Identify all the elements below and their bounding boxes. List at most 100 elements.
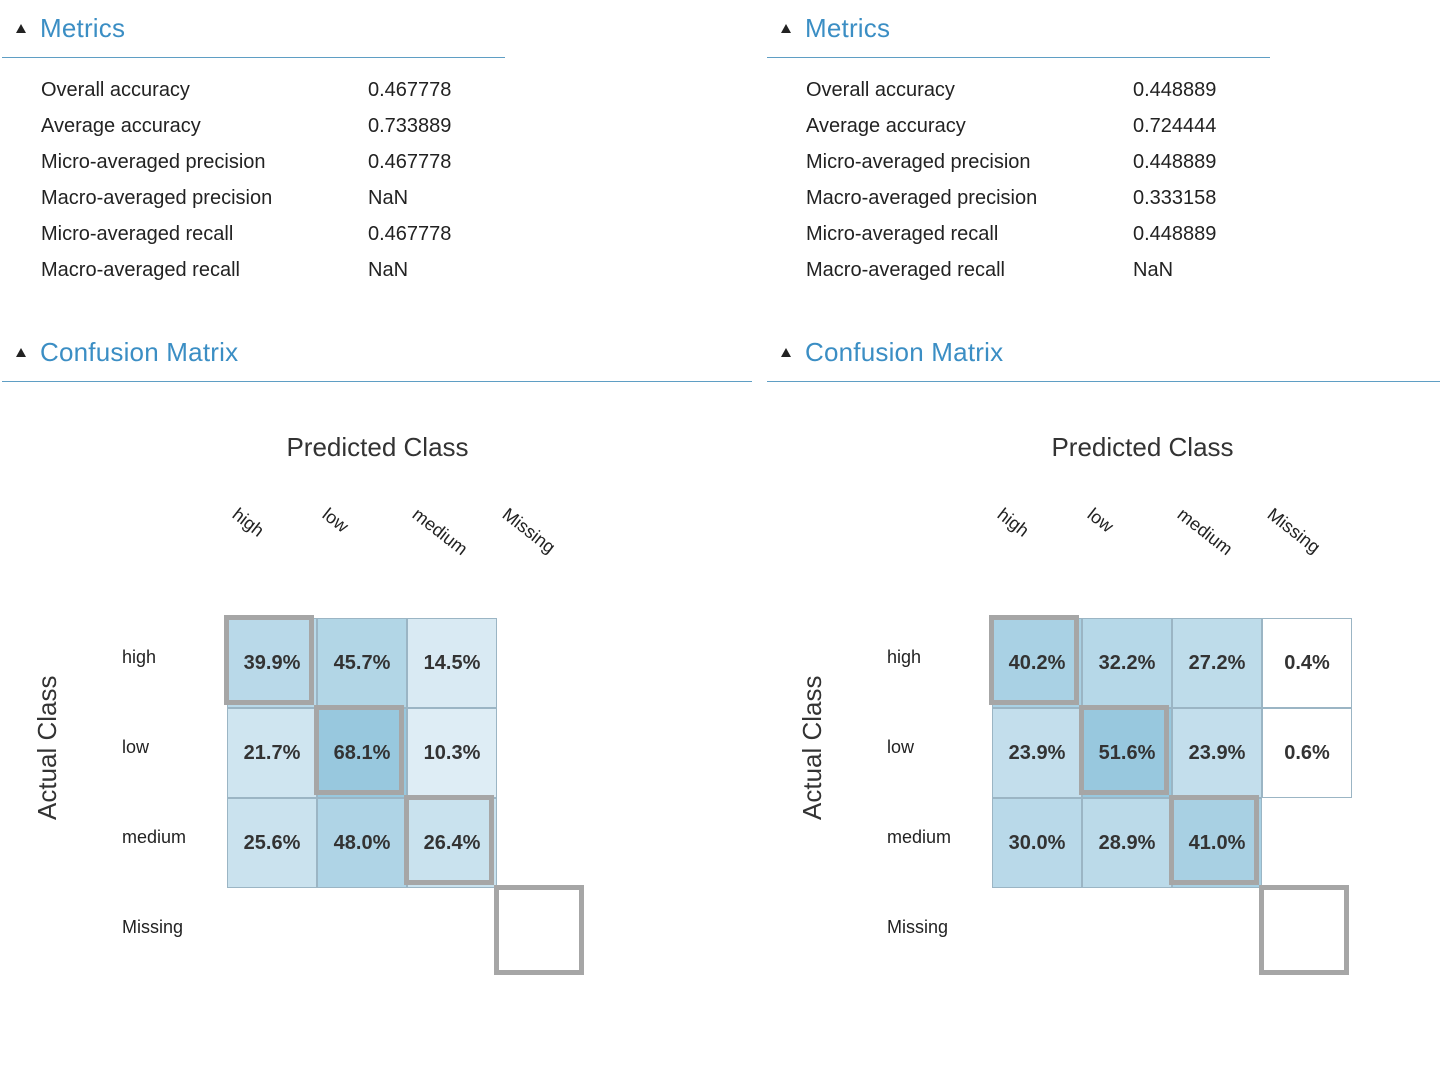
metric-value: NaN	[368, 186, 409, 209]
matrix-cell: 26.4%	[407, 798, 497, 888]
metric-row: Macro-averaged recall NaN	[41, 252, 528, 288]
matrix-cell: 39.9%	[227, 618, 317, 708]
matrix-cell: 41.0%	[1172, 798, 1262, 888]
column-label-missing: Missing	[498, 504, 560, 558]
matrix-cell: 27.2%	[1172, 618, 1262, 708]
metric-value: 0.448889	[1133, 150, 1217, 173]
confusion-matrix-chart: Predicted Class Actual Class high low medium…	[0, 420, 720, 1020]
left-panel: Metrics Overall accuracy 0.467778 Average a…	[0, 8, 752, 1020]
diagonal-highlight	[1169, 795, 1259, 885]
row-label-missing: Missing	[887, 917, 949, 937]
metric-label: Overall accuracy	[41, 78, 190, 101]
metric-value: 0.724444	[1133, 114, 1217, 137]
metric-row: Micro-averaged precision 0.467778	[41, 144, 528, 180]
metric-value: 0.733889	[368, 114, 452, 137]
metric-label: Macro-averaged recall	[806, 258, 1005, 281]
metric-row: Micro-averaged recall 0.467778	[41, 216, 528, 252]
metric-label: Micro-averaged recall	[806, 222, 999, 245]
metric-value: NaN	[368, 258, 409, 281]
metrics-section-toggle[interactable]: Metrics	[0, 8, 125, 48]
column-label-low: low	[318, 504, 353, 537]
metrics-section-toggle[interactable]: Metrics	[765, 8, 890, 48]
metric-row: Overall accuracy 0.448889	[806, 72, 1293, 108]
metric-label: Macro-averaged recall	[41, 258, 240, 281]
confusion-matrix-divider	[2, 381, 752, 382]
metric-row: Average accuracy 0.724444	[806, 108, 1293, 144]
matrix-cell: 30.0%	[992, 798, 1082, 888]
confusion-matrix-section-toggle[interactable]: Confusion Matrix	[765, 332, 1003, 372]
metric-row: Micro-averaged recall 0.448889	[806, 216, 1293, 252]
metric-row: Macro-averaged precision NaN	[41, 180, 528, 216]
matrix-cell: 0.6%	[1262, 708, 1352, 798]
metric-label: Macro-averaged precision	[806, 186, 1038, 209]
confusion-matrix-chart: Predicted Class Actual Class high low medium…	[765, 420, 1440, 1020]
metric-row: Macro-averaged recall NaN	[806, 252, 1293, 288]
matrix-cell: 23.9%	[992, 708, 1082, 798]
diagonal-highlight	[989, 615, 1079, 705]
matrix-cell: 21.7%	[227, 708, 317, 798]
metric-value: NaN	[1133, 258, 1174, 281]
metric-label: Overall accuracy	[806, 78, 955, 101]
metric-row: Micro-averaged precision 0.448889	[806, 144, 1293, 180]
confusion-matrix-section-toggle[interactable]: Confusion Matrix	[0, 332, 238, 372]
metrics-title: Metrics	[40, 12, 126, 43]
metrics-divider	[767, 57, 1270, 58]
diagonal-highlight	[1259, 885, 1349, 975]
row-label-missing: Missing	[122, 917, 184, 937]
matrix-cell: 28.9%	[1082, 798, 1172, 888]
row-label-medium: medium	[122, 827, 187, 847]
metric-row: Macro-averaged precision 0.333158	[806, 180, 1293, 216]
matrix-cell: 32.2%	[1082, 618, 1172, 708]
matrix-cell: 14.5%	[407, 618, 497, 708]
collapse-triangle-icon	[781, 347, 791, 357]
diagonal-highlight	[494, 885, 584, 975]
metric-label: Micro-averaged recall	[41, 222, 234, 245]
matrix-cell: 0.4%	[1262, 618, 1352, 708]
row-label-high: high	[887, 647, 922, 667]
diagonal-highlight	[224, 615, 314, 705]
metric-row: Overall accuracy 0.467778	[41, 72, 528, 108]
metric-value: 0.448889	[1133, 78, 1217, 101]
matrix-cell: 40.2%	[992, 618, 1082, 708]
row-label-low: low	[887, 737, 915, 757]
metrics-title: Metrics	[805, 12, 891, 43]
matrix-cell: 25.6%	[227, 798, 317, 888]
metric-row: Average accuracy 0.733889	[41, 108, 528, 144]
row-label-high: high	[122, 647, 157, 667]
row-label-low: low	[122, 737, 150, 757]
metric-value: 0.448889	[1133, 222, 1217, 245]
matrix-cell: 10.3%	[407, 708, 497, 798]
metric-label: Average accuracy	[806, 114, 966, 137]
column-label-medium: medium	[1173, 504, 1237, 560]
metric-label: Micro-averaged precision	[806, 150, 1031, 173]
diagonal-highlight	[314, 705, 404, 795]
matrix-cell: 23.9%	[1172, 708, 1262, 798]
row-label-medium: medium	[887, 827, 952, 847]
column-label-missing: Missing	[1263, 504, 1325, 558]
confusion-matrix-title: Confusion Matrix	[40, 336, 239, 367]
actual-class-title: Actual Class	[32, 675, 62, 821]
confusion-matrix-title: Confusion Matrix	[805, 336, 1004, 367]
metric-label: Macro-averaged precision	[41, 186, 273, 209]
metric-value: 0.333158	[1133, 186, 1217, 209]
metrics-table: Overall accuracy 0.448889 Average accuracy…	[806, 72, 1293, 288]
predicted-class-title: Predicted Class	[1051, 432, 1234, 462]
confusion-matrix-divider	[767, 381, 1440, 382]
metrics-table: Overall accuracy 0.467778 Average accuracy…	[41, 72, 528, 288]
metric-label: Micro-averaged precision	[41, 150, 266, 173]
column-label-high: high	[993, 504, 1033, 541]
metric-label: Average accuracy	[41, 114, 201, 137]
metrics-divider	[2, 57, 505, 58]
matrix-cell: 51.6%	[1082, 708, 1172, 798]
collapse-triangle-icon	[781, 23, 791, 33]
collapse-triangle-icon	[16, 23, 26, 33]
diagonal-highlight	[404, 795, 494, 885]
metric-value: 0.467778	[368, 222, 452, 245]
actual-class-title: Actual Class	[797, 675, 827, 821]
matrix-cell: 45.7%	[317, 618, 407, 708]
right-panel: Metrics Overall accuracy 0.448889 Average a…	[765, 0, 1440, 1073]
metric-value: 0.467778	[368, 150, 452, 173]
column-label-high: high	[228, 504, 268, 541]
metric-value: 0.467778	[368, 78, 452, 101]
diagonal-highlight	[1079, 705, 1169, 795]
